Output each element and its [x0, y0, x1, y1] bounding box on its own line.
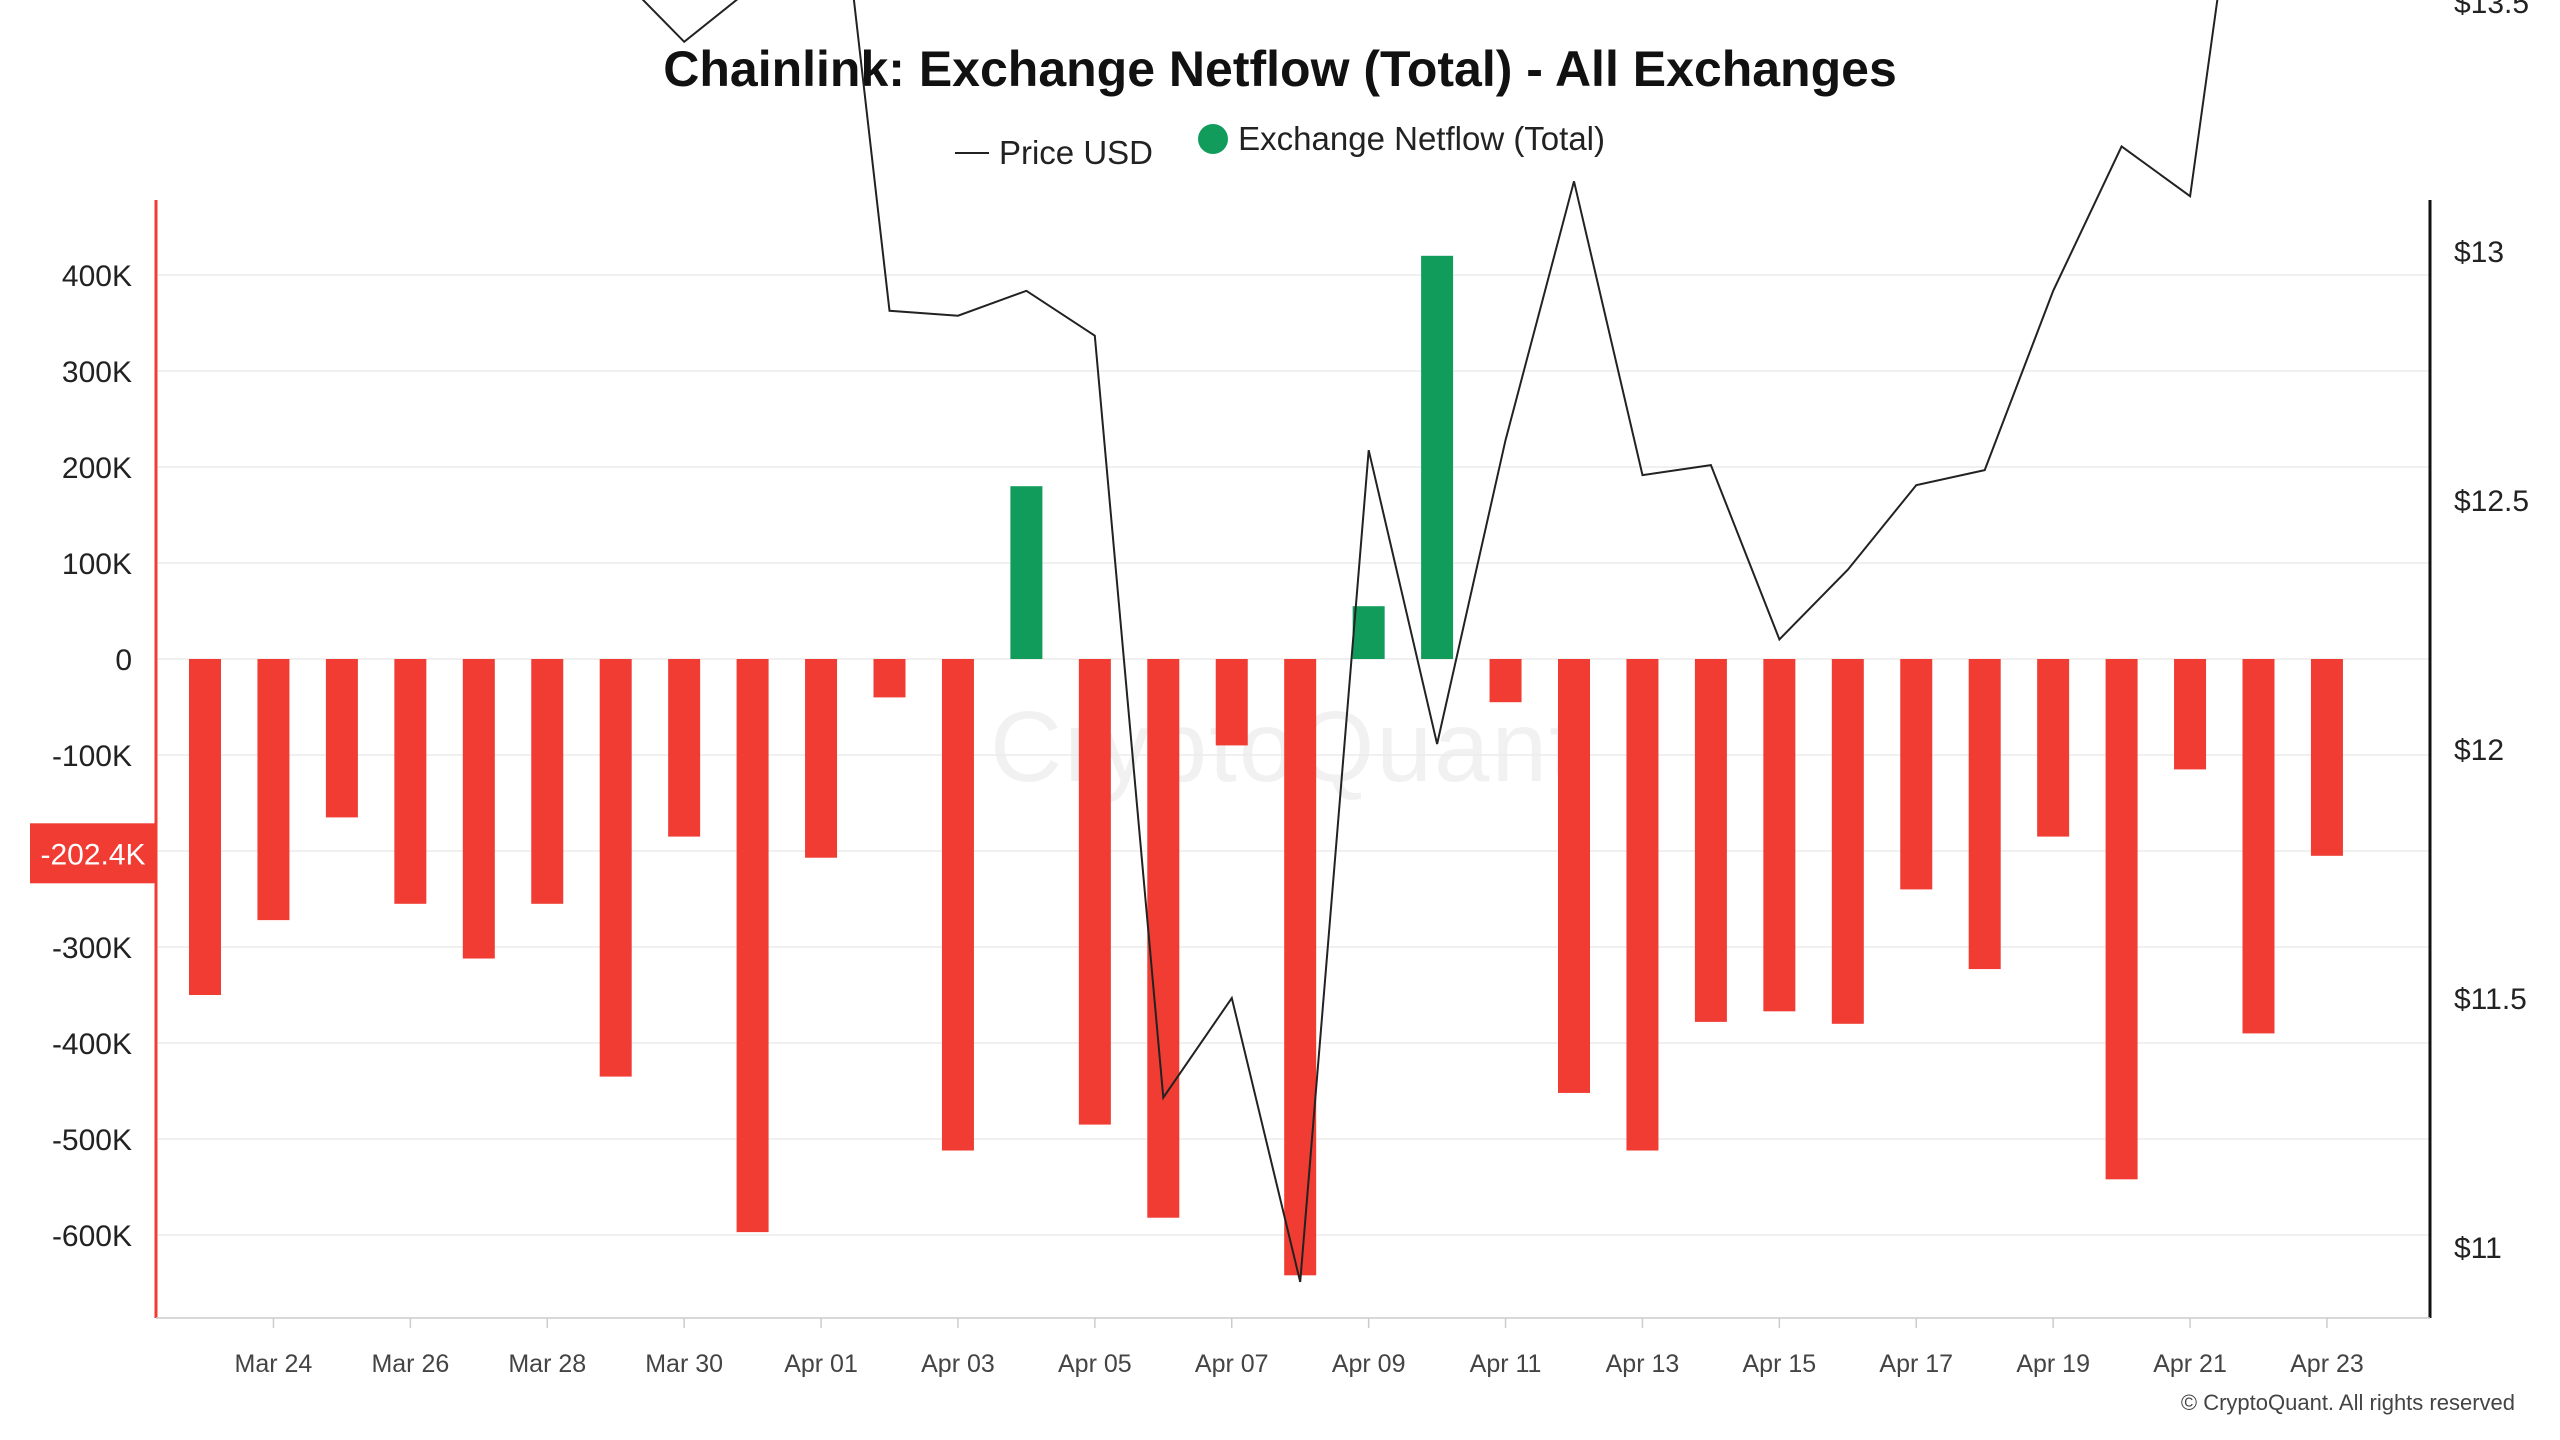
dot-legend-icon [1198, 124, 1229, 154]
x-axis-tick-label: Apr 13 [1606, 1350, 1680, 1378]
x-axis-tick-label: Apr 09 [1332, 1350, 1406, 1378]
netflow-bar[interactable] [1147, 659, 1180, 1218]
left-axis-tick-label: -100K [52, 740, 132, 773]
netflow-bar[interactable] [941, 659, 974, 1151]
netflow-bar[interactable] [1078, 659, 1111, 1125]
x-axis-tick-label: Apr 01 [784, 1350, 858, 1378]
netflow-bar[interactable] [1215, 659, 1248, 746]
netflow-bar[interactable] [2310, 659, 2343, 856]
netflow-bar[interactable] [2242, 659, 2275, 1034]
netflow-bar[interactable] [2037, 659, 2070, 837]
x-axis-tick-label: Mar 26 [371, 1350, 449, 1378]
netflow-bar[interactable] [394, 659, 427, 904]
left-axis-tick-label: 300K [62, 356, 132, 389]
netflow-bar[interactable] [805, 659, 838, 858]
right-axis-tick-label: $11 [2454, 1232, 2502, 1265]
netflow-bar[interactable] [873, 659, 906, 698]
right-axis-tick-label: $11.5 [2454, 983, 2527, 1016]
netflow-bar[interactable] [531, 659, 564, 904]
x-axis-tick-label: Apr 05 [1058, 1350, 1132, 1378]
netflow-bar[interactable] [1831, 659, 1864, 1024]
legend-label-price: Price USD [998, 134, 1153, 171]
line-legend-icon [954, 152, 989, 154]
netflow-bar[interactable] [1968, 659, 2001, 970]
chart-legend: Price USD Exchange Netflow (Total) [0, 120, 2560, 172]
current-netflow-label: -202.4K [40, 838, 145, 871]
netflow-bar[interactable] [2174, 659, 2207, 770]
left-axis-tick-label: 100K [62, 548, 132, 581]
netflow-bar[interactable] [1352, 606, 1385, 659]
left-axis-tick-label: 0 [115, 644, 132, 677]
x-axis-tick-label: Mar 24 [235, 1350, 313, 1378]
x-axis-tick-label: Apr 17 [1879, 1350, 1953, 1378]
netflow-bar[interactable] [736, 659, 769, 1233]
x-axis-tick-label: Apr 07 [1195, 1350, 1269, 1378]
netflow-bar[interactable] [257, 659, 290, 921]
netflow-bar[interactable] [599, 659, 632, 1077]
left-axis-tick-label: -400K [52, 1028, 132, 1061]
left-axis-tick-label: 400K [62, 260, 132, 293]
netflow-bar[interactable] [1558, 659, 1590, 1093]
netflow-bar[interactable] [1010, 486, 1043, 659]
copyright-text: © CryptoQuant. All rights reserved [2180, 1390, 2515, 1415]
x-axis-tick-label: Apr 21 [2153, 1350, 2227, 1378]
x-axis-tick-label: Mar 30 [645, 1350, 723, 1378]
netflow-bar[interactable] [1626, 659, 1659, 1151]
netflow-bar[interactable] [462, 659, 495, 959]
current-netflow-badge [30, 823, 156, 884]
left-axis-tick-label: 200K [62, 452, 132, 485]
x-axis-tick-label: Apr 03 [921, 1350, 995, 1378]
right-axis-tick-label: $12 [2454, 734, 2504, 767]
right-axis-tick-label: $13.5 [2454, 0, 2529, 20]
legend-item-netflow[interactable]: Exchange Netflow (Total) [1198, 120, 1605, 158]
netflow-bar[interactable] [668, 659, 701, 837]
netflow-bar[interactable] [1284, 659, 1317, 1276]
chart-title: Chainlink: Exchange Netflow (Total) - Al… [663, 41, 1897, 97]
netflow-bar[interactable] [1900, 659, 1933, 890]
left-axis-tick-label: -300K [52, 932, 132, 965]
netflow-bar[interactable] [325, 659, 358, 818]
right-axis-tick-label: $13 [2454, 236, 2504, 269]
x-axis-tick-label: Mar 28 [508, 1350, 586, 1378]
left-axis-tick-label: -600K [52, 1220, 132, 1253]
price-line [641, 0, 2219, 1283]
x-axis-tick-label: Apr 11 [1470, 1350, 1542, 1378]
x-axis-tick-label: Apr 23 [2290, 1350, 2364, 1378]
left-axis-tick-label: -500K [52, 1124, 132, 1157]
x-axis-tick-label: Apr 19 [2016, 1350, 2090, 1378]
netflow-bar[interactable] [1421, 255, 1454, 660]
right-axis-tick-label: $12.5 [2454, 485, 2529, 518]
netflow-bar[interactable] [189, 659, 221, 995]
netflow-bar[interactable] [1489, 659, 1522, 703]
netflow-bar[interactable] [2105, 659, 2138, 1180]
x-axis-tick-label: Apr 15 [1743, 1350, 1817, 1378]
netflow-bar[interactable] [1694, 659, 1727, 1022]
netflow-bar[interactable] [1763, 659, 1796, 1012]
legend-item-price[interactable]: Price USD [954, 134, 1153, 172]
legend-label-netflow: Exchange Netflow (Total) [1238, 120, 1606, 157]
